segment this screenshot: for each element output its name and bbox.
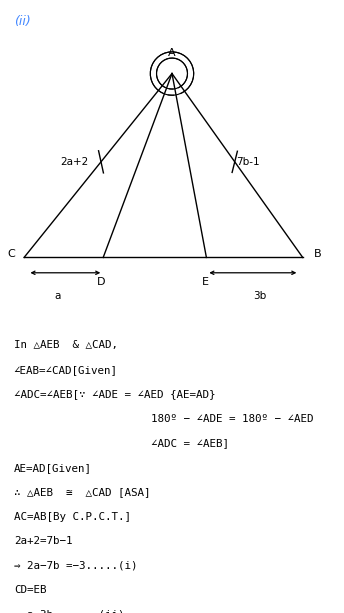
Text: AC=AB[By C.P.C.T.]: AC=AB[By C.P.C.T.] [14, 512, 131, 522]
Text: ⇒ a=3b.......(ii): ⇒ a=3b.......(ii) [14, 610, 124, 613]
Text: In △AEB  & △CAD,: In △AEB & △CAD, [14, 340, 118, 350]
Text: 2a+2: 2a+2 [60, 158, 88, 167]
Text: AE=AD[Given]: AE=AD[Given] [14, 463, 92, 473]
Text: 7b-1: 7b-1 [236, 158, 259, 167]
Text: ∴ △AEB  ≅  △CAD [ASA]: ∴ △AEB ≅ △CAD [ASA] [14, 487, 150, 497]
Text: ⇒ 2a−7b =−3.....(i): ⇒ 2a−7b =−3.....(i) [14, 561, 137, 571]
Text: 2a+2=7b−1: 2a+2=7b−1 [14, 536, 72, 546]
Text: 180º − ∠ADE = 180º − ∠AED: 180º − ∠ADE = 180º − ∠AED [151, 414, 314, 424]
Text: E: E [202, 277, 209, 287]
Text: ∠ADC = ∠AEB]: ∠ADC = ∠AEB] [151, 438, 229, 448]
Text: A: A [168, 48, 176, 58]
Text: ∠EAB=∠CAD[Given]: ∠EAB=∠CAD[Given] [14, 365, 118, 375]
Text: D: D [97, 277, 106, 287]
Text: ∠ADC=∠AEB[∵ ∠ADE = ∠AED {AE=AD}: ∠ADC=∠AEB[∵ ∠ADE = ∠AED {AE=AD} [14, 389, 215, 399]
Text: 3b: 3b [253, 291, 266, 301]
Text: (ii): (ii) [14, 15, 31, 28]
Text: a: a [55, 291, 61, 301]
Text: B: B [314, 249, 321, 259]
Text: C: C [8, 249, 15, 259]
Text: CD=EB: CD=EB [14, 585, 46, 595]
